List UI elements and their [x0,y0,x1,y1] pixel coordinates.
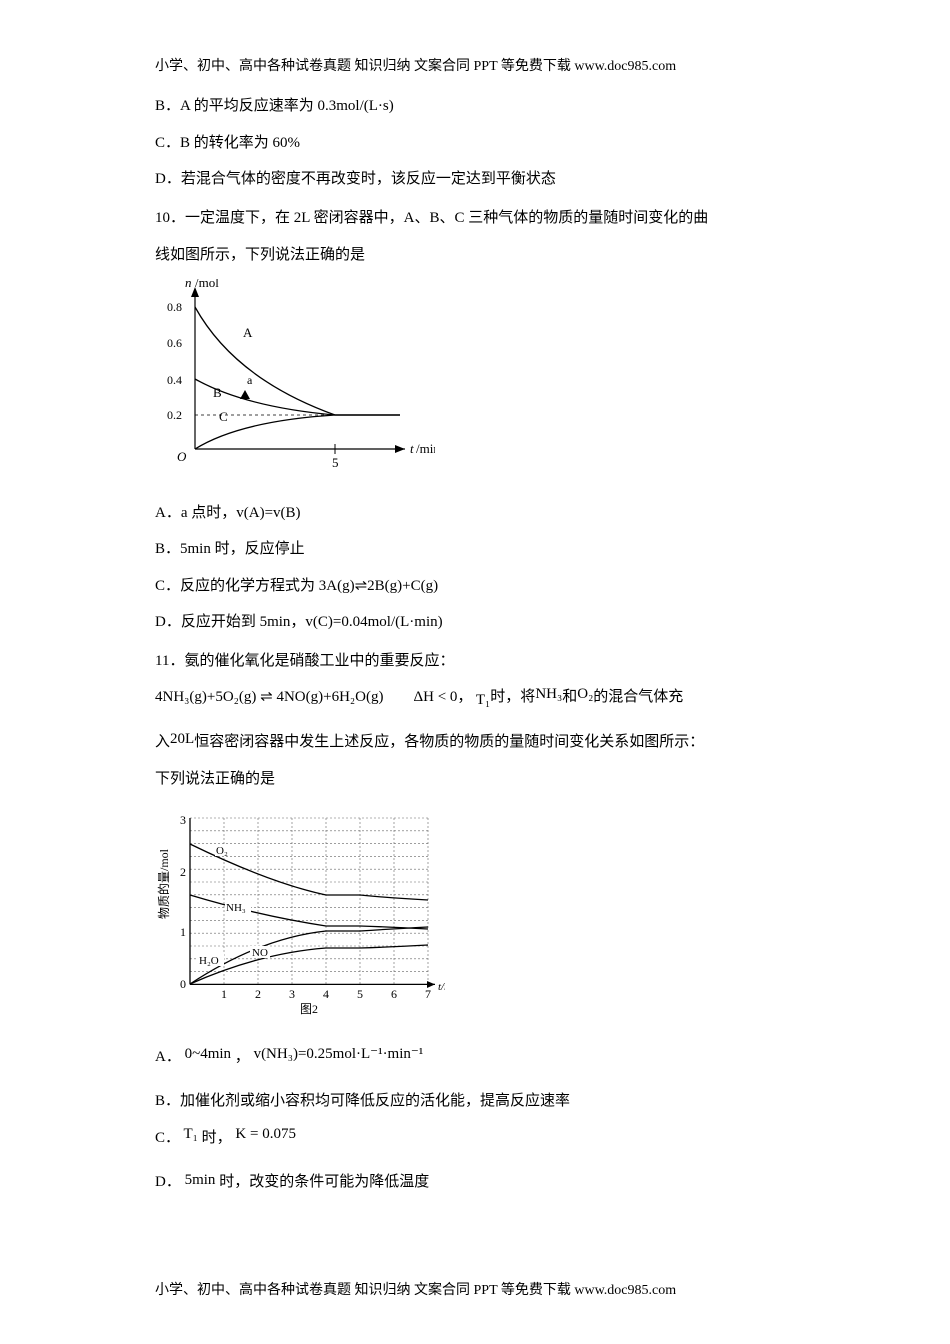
svg-text:C: C [219,409,228,424]
q11-a-pre: A． [155,1049,181,1065]
page-footer: 小学、初中、高中各种试卷真题 知识归纳 文案合同 PPT 等免费下载 www.d… [155,1279,676,1299]
q11-formula-mid: 时，将 [490,689,535,705]
svg-text:1: 1 [221,987,227,1001]
svg-text:t/min: t/min [438,981,445,993]
svg-text:5: 5 [357,987,363,1001]
q10-option-c: C．反应的化学方程式为 3A(g)⇌2B(g)+C(g) [155,575,795,598]
q11-formula-and: 和 [562,689,577,705]
q11-option-b: B．加催化剂或缩小容积均可降低反应的活化能，提高反应速率 [155,1090,795,1113]
svg-text:t: t [410,441,414,456]
q11-formula: 4NH₃(g)+5O₂(g) ⇌ 4NO(g)+6H₂O(g) ΔH < 0， … [155,685,795,709]
q11-chart: 物质的量/mol [155,808,795,1028]
svg-text:NO: NO [252,947,268,959]
q10-chart: n /mol 0.8 0.6 0.4 0.2 O 5 t /min A B [155,279,795,484]
q11-a-formula: v(NH₃)=0.25mol·L⁻¹·min⁻¹ [254,1046,424,1062]
svg-text:A: A [243,325,253,340]
q11-formula-main: 4NH₃(g)+5O₂(g) ⇌ 4NO(g)+6H₂O(g) ΔH < 0， [155,689,472,705]
svg-text:3: 3 [180,813,186,827]
svg-text:0.2: 0.2 [167,408,182,422]
q11-d-post: 时，改变的条件可能为降低温度 [219,1174,429,1190]
svg-text:0.8: 0.8 [167,300,182,314]
q11-option-d: D． 5min 时，改变的条件可能为降低温度 [155,1171,795,1194]
svg-text:O: O [177,449,187,464]
svg-text:H₂O: H₂O [199,955,219,967]
svg-text:1: 1 [180,925,186,939]
svg-text:B: B [213,385,222,400]
svg-text:NH₃: NH₃ [226,902,246,914]
svg-text:6: 6 [391,987,397,1001]
q11-c-shi: 时， [202,1130,232,1146]
q11-c-k: K = 0.075 [235,1126,296,1142]
q10-option-a: A．a 点时，v(A)=v(B) [155,502,795,525]
svg-text:/min: /min [416,441,435,456]
q11-option-c: C． T₁ 时， K = 0.075 [155,1127,795,1150]
q10-option-d: D．反应开始到 5min，v(C)=0.04mol/(L·min) [155,611,795,634]
q11-c-pre: C． [155,1130,180,1146]
q11-text-line1: 11．氨的催化氧化是硝酸工业中的重要反应： [155,648,795,675]
svg-text:0.4: 0.4 [167,373,182,387]
q11-c-t1: T₁ [184,1126,198,1142]
svg-text:a: a [247,373,253,387]
q11-text3-pre: 入 [155,734,170,750]
svg-text:/mol: /mol [195,279,219,290]
svg-text:物质的量/mol: 物质的量/mol [156,848,171,919]
q10-text-line2: 线如图所示，下列说法正确的是 [155,242,795,269]
q11-text3-post: 恒容密闭容器中发生上述反应，各物质的物质的量随时间变化关系如图所示： [194,734,704,750]
q11-formula-o2: O₂ [577,686,593,702]
q11-formula-t1: T₁ [476,692,490,708]
q11-formula-nh3: NH₃ [535,686,562,702]
q9-option-d: D．若混合气体的密度不再改变时，该反应一定达到平衡状态 [155,168,795,191]
q11-d-time: 5min [185,1172,216,1188]
q11-a-range: 0~4min [185,1046,231,1062]
q11-text-line3: 入20L恒容密闭容器中发生上述反应，各物质的物质的量随时间变化关系如图所示： [155,729,795,756]
svg-text:3: 3 [289,987,295,1001]
svg-text:0: 0 [180,977,186,991]
svg-text:0.6: 0.6 [167,336,182,350]
page-header: 小学、初中、高中各种试卷真题 知识归纳 文案合同 PPT 等免费下载 www.d… [155,55,795,75]
q11-formula-post: 的混合气体充 [593,689,683,705]
svg-text:n: n [185,279,192,290]
svg-text:O₂: O₂ [216,845,228,857]
q10-option-b: B．5min 时，反应停止 [155,538,795,561]
q11-d-pre: D． [155,1174,181,1190]
q11-text3-vol: 20L [170,731,194,747]
q11-option-a: A． 0~4min ， v(NH₃)=0.25mol·L⁻¹·min⁻¹ [155,1046,795,1069]
svg-text:图2: 图2 [300,1002,318,1016]
q10-text-line1: 10．一定温度下，在 2L 密闭容器中，A、B、C 三种气体的物质的量随时间变化… [155,205,795,232]
q11-a-comma: ， [235,1049,250,1065]
svg-text:2: 2 [180,865,186,879]
svg-text:7: 7 [425,987,431,1001]
svg-text:5: 5 [332,455,339,470]
svg-text:2: 2 [255,987,261,1001]
svg-text:4: 4 [323,987,329,1001]
q9-option-b: B．A 的平均反应速率为 0.3mol/(L·s) [155,95,795,118]
q9-option-c: C．B 的转化率为 60% [155,132,795,155]
q11-text-line4: 下列说法正确的是 [155,766,795,793]
